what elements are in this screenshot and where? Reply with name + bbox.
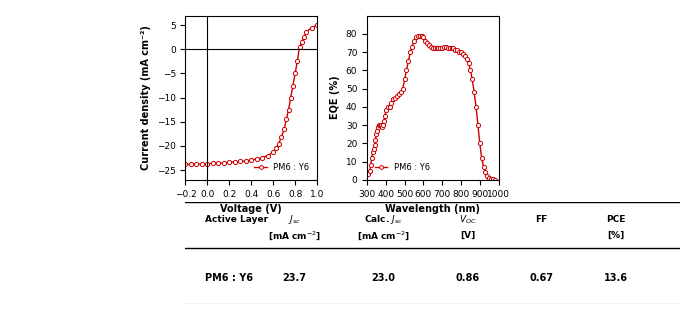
PM6 : Y6: (0.7, -16.5): Y6: (0.7, -16.5): [280, 127, 289, 131]
PM6 : Y6: (0.2, -23.4): Y6: (0.2, -23.4): [225, 161, 234, 164]
X-axis label: Wavelength (nm): Wavelength (nm): [385, 204, 480, 214]
Text: Calc. $J_{sc}$: Calc. $J_{sc}$: [364, 213, 403, 226]
PM6 : Y6: (-0.2, -23.8): Y6: (-0.2, -23.8): [181, 162, 190, 166]
PM6 : Y6: (0.05, -23.6): Y6: (0.05, -23.6): [209, 162, 217, 165]
PM6 : Y6: (0.65, -19.5): Y6: (0.65, -19.5): [275, 142, 283, 145]
Text: 23.7: 23.7: [282, 273, 306, 283]
PM6 : Y6: (0.3, -23.2): Y6: (0.3, -23.2): [236, 160, 245, 163]
Y-axis label: Current density (mA cm⁻²): Current density (mA cm⁻²): [142, 25, 151, 170]
Line: PM6 : Y6: PM6 : Y6: [183, 23, 319, 166]
PM6 : Y6: (0.9, 3.5): Y6: (0.9, 3.5): [302, 31, 311, 34]
Line: PM6 : Y6: PM6 : Y6: [366, 33, 497, 182]
Text: [V]: [V]: [460, 231, 475, 240]
PM6 : Y6: (0.5, -22.4): Y6: (0.5, -22.4): [258, 156, 267, 159]
PM6 : Y6: (0.35, -23.1): Y6: (0.35, -23.1): [242, 159, 250, 163]
PM6 : Y6: (0.8, -5): Y6: (0.8, -5): [291, 72, 300, 75]
PM6 : Y6: (0.15, -23.5): Y6: (0.15, -23.5): [220, 161, 228, 165]
PM6 : Y6: (0.625, -20.5): Y6: (0.625, -20.5): [272, 147, 280, 150]
Legend: PM6 : Y6: PM6 : Y6: [371, 160, 433, 176]
PM6 : Y6: (0.88, 2.5): Y6: (0.88, 2.5): [300, 35, 308, 39]
Y-axis label: EQE (%): EQE (%): [330, 76, 340, 119]
X-axis label: Voltage (V): Voltage (V): [221, 204, 282, 214]
Text: [mA cm$^{-2}$]: [mA cm$^{-2}$]: [268, 229, 321, 241]
PM6 : Y6: (0.72, -14.5): Y6: (0.72, -14.5): [282, 117, 291, 121]
PM6 : Y6: (-0.15, -23.8): Y6: (-0.15, -23.8): [187, 162, 195, 166]
PM6 : Y6: (-0.1, -23.8): Y6: (-0.1, -23.8): [192, 162, 201, 166]
PM6 : Y6: (980, 0): Y6: (980, 0): [491, 178, 499, 182]
PM6 : Y6: (650, 72): Y6: (650, 72): [429, 46, 437, 50]
PM6 : Y6: (550, 76): Y6: (550, 76): [410, 39, 418, 43]
PM6 : Y6: (530, 70): Y6: (530, 70): [406, 50, 414, 54]
PM6 : Y6: (0.4, -22.9): Y6: (0.4, -22.9): [247, 158, 256, 162]
PM6 : Y6: (0.675, -18.2): Y6: (0.675, -18.2): [278, 135, 286, 139]
PM6 : Y6: (0.95, 4.5): Y6: (0.95, 4.5): [308, 26, 316, 29]
Text: FF: FF: [535, 215, 548, 224]
PM6 : Y6: (0.55, -22): Y6: (0.55, -22): [264, 154, 272, 157]
PM6 : Y6: (0.84, 0.5): Y6: (0.84, 0.5): [295, 45, 304, 49]
PM6 : Y6: (0.78, -7.5): Y6: (0.78, -7.5): [289, 84, 297, 87]
PM6 : Y6: (0, -23.7): Y6: (0, -23.7): [203, 162, 212, 166]
PM6 : Y6: (1, 5): Y6: (1, 5): [313, 23, 321, 27]
PM6 : Y6: (0.76, -10): Y6: (0.76, -10): [286, 96, 295, 100]
Text: $J_{sc}$: $J_{sc}$: [288, 213, 301, 226]
PM6 : Y6: (0.86, 1.5): Y6: (0.86, 1.5): [297, 40, 306, 44]
PM6 : Y6: (305, 3): Y6: (305, 3): [364, 172, 372, 176]
Text: 23.0: 23.0: [372, 273, 395, 283]
Legend: PM6 : Y6: PM6 : Y6: [251, 160, 313, 176]
Text: Active Layer: Active Layer: [205, 215, 269, 224]
PM6 : Y6: (385, 30): Y6: (385, 30): [379, 123, 387, 127]
PM6 : Y6: (480, 48): Y6: (480, 48): [396, 90, 405, 94]
Text: PCE: PCE: [606, 215, 626, 224]
Text: $V_{OC}$: $V_{OC}$: [459, 214, 476, 226]
Text: [%]: [%]: [607, 231, 624, 240]
PM6 : Y6: (470, 47): Y6: (470, 47): [395, 92, 403, 96]
PM6 : Y6: (-0.05, -23.7): Y6: (-0.05, -23.7): [198, 162, 206, 166]
Text: 13.6: 13.6: [604, 273, 628, 283]
PM6 : Y6: (0.1, -23.6): Y6: (0.1, -23.6): [214, 162, 223, 165]
Text: 0.67: 0.67: [530, 273, 554, 283]
Text: PM6 : Y6: PM6 : Y6: [205, 273, 254, 283]
PM6 : Y6: (0.74, -12.5): Y6: (0.74, -12.5): [284, 108, 293, 112]
PM6 : Y6: (0.45, -22.7): Y6: (0.45, -22.7): [253, 157, 261, 161]
PM6 : Y6: (0.6, -21.3): Y6: (0.6, -21.3): [269, 150, 278, 154]
PM6 : Y6: (570, 79): Y6: (570, 79): [414, 34, 422, 38]
PM6 : Y6: (0.82, -2.5): Y6: (0.82, -2.5): [293, 60, 302, 63]
Text: [mA cm$^{-2}$]: [mA cm$^{-2}$]: [357, 229, 410, 241]
PM6 : Y6: (0.25, -23.3): Y6: (0.25, -23.3): [231, 160, 239, 164]
Text: 0.86: 0.86: [455, 273, 480, 283]
